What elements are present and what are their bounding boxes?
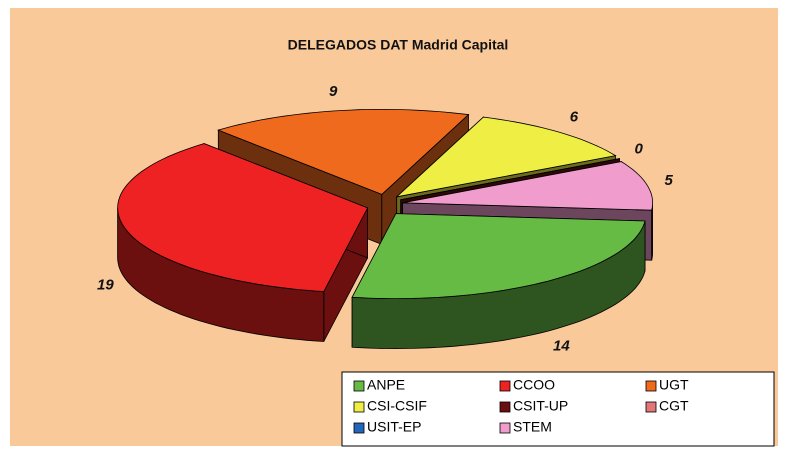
legend-label: CGT <box>659 398 689 414</box>
legend-label: USIT-EP <box>367 419 421 435</box>
legend-swatch <box>645 380 657 392</box>
data-label: 5 <box>665 172 674 189</box>
legend-swatch <box>353 401 365 413</box>
slice-top <box>402 161 653 211</box>
slice-top <box>351 213 646 300</box>
legend-label: CSIT-UP <box>513 398 568 414</box>
pie: 14 19 9 6 0 5 <box>97 83 673 354</box>
legend-swatch <box>499 401 511 413</box>
data-label: 19 <box>97 276 114 293</box>
slice <box>351 213 646 350</box>
legend-label: ANPE <box>367 377 405 393</box>
legend-swatch <box>499 380 511 392</box>
legend-label: CCOO <box>513 377 555 393</box>
legend-label: UGT <box>659 377 689 393</box>
data-label: 0 <box>635 140 644 157</box>
legend-label: CSI-CSIF <box>367 398 427 414</box>
legend-label: STEM <box>513 419 552 435</box>
slice-top <box>400 158 620 201</box>
slice-top <box>217 109 470 195</box>
data-label: 6 <box>570 109 579 126</box>
legend-swatch <box>499 422 511 434</box>
slice <box>117 143 369 342</box>
legend-box <box>341 371 775 447</box>
slice-top <box>395 116 617 198</box>
legend-swatch <box>353 422 365 434</box>
data-label: 14 <box>553 337 570 354</box>
legend-swatch <box>645 401 657 413</box>
slice-wall <box>651 202 653 261</box>
legend-swatch <box>353 380 365 392</box>
slice-top <box>117 143 369 292</box>
data-label: 9 <box>329 83 338 100</box>
legend: ANPE CCOO UGT CSI-CSIF CSIT-UP CGT USIT-EP STEM <box>353 377 689 435</box>
chart-title: DELEGADOS DAT Madrid Capital <box>288 37 509 53</box>
